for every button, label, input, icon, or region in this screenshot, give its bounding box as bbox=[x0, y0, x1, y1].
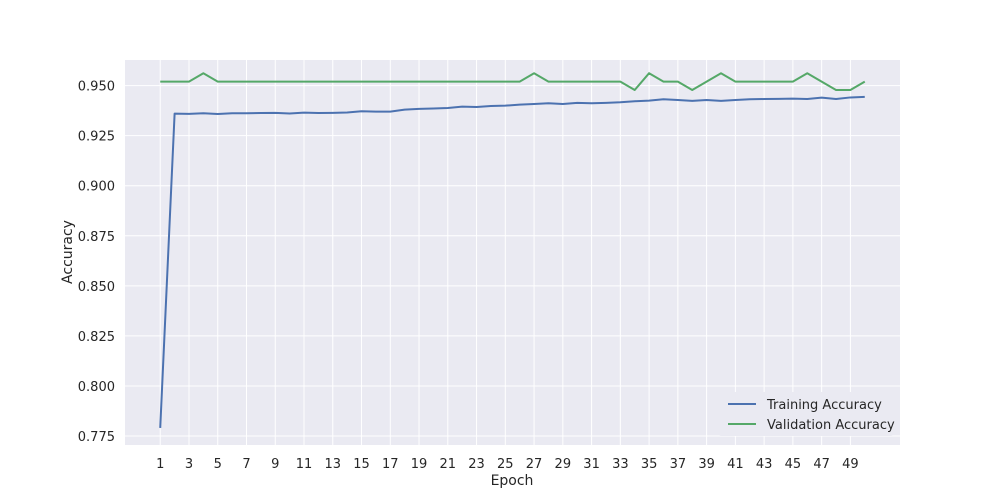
validation-accuracy-line bbox=[160, 72, 866, 92]
x-tick-label: 1 bbox=[156, 457, 164, 472]
x-tick-label: 49 bbox=[842, 457, 859, 472]
y-tick-label: 0.875 bbox=[78, 230, 115, 245]
grid-lines bbox=[125, 60, 900, 445]
x-tick-label: 39 bbox=[698, 457, 715, 472]
x-tick-label: 33 bbox=[612, 457, 629, 472]
x-tick-label: 3 bbox=[185, 457, 193, 472]
y-tick-label: 0.850 bbox=[78, 280, 115, 295]
x-tick-label: 15 bbox=[353, 457, 370, 472]
x-tick-label: 9 bbox=[271, 457, 279, 472]
x-tick-label: 47 bbox=[813, 457, 830, 472]
series-lines bbox=[159, 72, 866, 429]
x-tick-label: 19 bbox=[411, 457, 428, 472]
y-tick-label: 0.775 bbox=[78, 430, 115, 445]
x-tick-label: 35 bbox=[641, 457, 658, 472]
legend-label-training: Training Accuracy bbox=[766, 398, 882, 413]
x-tick-label: 25 bbox=[497, 457, 514, 472]
y-tick-label: 0.925 bbox=[78, 130, 115, 145]
x-axis-label: Epoch bbox=[491, 473, 534, 489]
y-tick-label: 0.800 bbox=[78, 380, 115, 395]
legend: Training Accuracy Validation Accuracy bbox=[718, 392, 895, 436]
x-tick-label: 23 bbox=[468, 457, 485, 472]
x-tick-label: 7 bbox=[242, 457, 250, 472]
y-tick-labels: 0.775 0.800 0.825 0.850 0.875 0.900 0.925 0.950 bbox=[78, 80, 115, 445]
x-tick-label: 29 bbox=[555, 457, 572, 472]
x-tick-label: 43 bbox=[756, 457, 773, 472]
x-tick-label: 41 bbox=[727, 457, 744, 472]
x-tick-label: 37 bbox=[670, 457, 687, 472]
y-axis-label: Accuracy bbox=[60, 220, 76, 284]
x-tick-label: 5 bbox=[214, 457, 222, 472]
y-tick-label: 0.950 bbox=[78, 80, 115, 95]
x-tick-label: 11 bbox=[296, 457, 313, 472]
plot-background bbox=[125, 60, 900, 445]
legend-label-validation: Validation Accuracy bbox=[767, 418, 895, 433]
x-tick-label: 31 bbox=[583, 457, 600, 472]
y-tick-label: 0.825 bbox=[78, 330, 115, 345]
legend-box bbox=[718, 392, 894, 436]
x-tick-label: 17 bbox=[382, 457, 399, 472]
x-tick-label: 21 bbox=[440, 457, 457, 472]
training-accuracy-line bbox=[159, 95, 865, 429]
x-tick-label: 13 bbox=[324, 457, 341, 472]
x-tick-label: 27 bbox=[526, 457, 543, 472]
y-tick-label: 0.900 bbox=[78, 180, 115, 195]
x-tick-labels: 1 3 5 7 9 11 13 15 17 19 21 23 25 27 29 31 33 35 37 39 41 43 4… bbox=[156, 457, 859, 472]
x-tick-label: 45 bbox=[785, 457, 802, 472]
